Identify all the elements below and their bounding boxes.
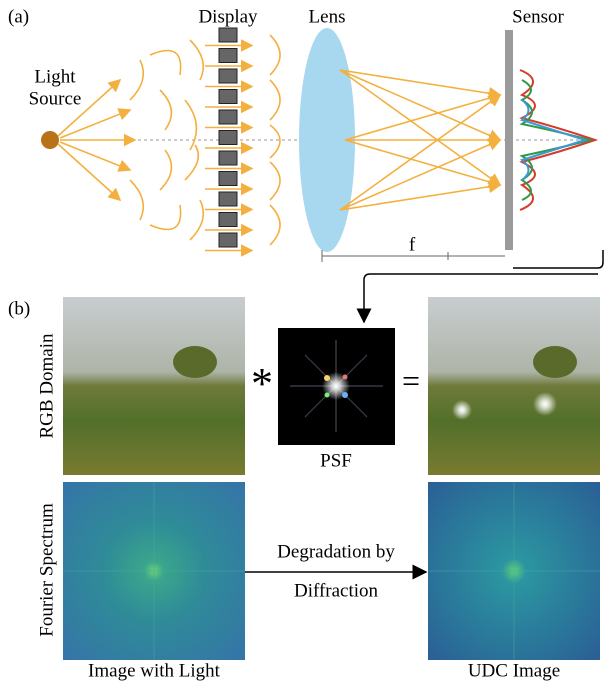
caption: Image with Light — [88, 660, 221, 681]
pixel — [219, 90, 237, 104]
arrow-label: Degradation by — [277, 541, 395, 562]
sensor — [505, 30, 513, 250]
figure: (a) Display Lens Sensor Light Source — [0, 0, 605, 683]
udc-image — [428, 297, 600, 475]
tree — [533, 346, 577, 378]
sensor-label: Sensor — [512, 6, 564, 27]
flare — [452, 400, 472, 420]
caption: UDC Image — [468, 660, 560, 681]
tree — [173, 346, 217, 378]
lens-rays — [340, 70, 500, 210]
input-image — [63, 297, 245, 475]
light-source-label: Source — [29, 88, 82, 109]
flare — [533, 392, 557, 416]
row-label: RGB Domain — [36, 333, 57, 439]
pixel — [219, 233, 237, 247]
pixel — [219, 151, 237, 165]
arrow-label: Diffraction — [294, 580, 379, 601]
light-source-label: Light — [34, 66, 76, 87]
psf-label: PSF — [320, 450, 352, 471]
sensor-profiles — [520, 70, 595, 210]
lens-label: Lens — [309, 6, 346, 27]
display-pixels — [205, 28, 252, 251]
pixel — [219, 213, 237, 227]
pixel — [219, 28, 237, 42]
panel-label: (a) — [8, 6, 29, 27]
pixel — [219, 110, 237, 124]
convolution-symbol: * — [251, 359, 273, 408]
pixel — [219, 192, 237, 206]
pixel — [219, 69, 237, 83]
equals-symbol: = — [402, 362, 420, 398]
focal-length-label: f — [409, 234, 416, 255]
display-label: Display — [198, 6, 258, 27]
panel-label: (b) — [8, 298, 30, 319]
row-label: Fourier Spectrum — [36, 503, 57, 637]
pixel — [219, 49, 237, 63]
pixel — [219, 172, 237, 186]
pixel — [219, 131, 237, 145]
light-source — [41, 131, 59, 149]
